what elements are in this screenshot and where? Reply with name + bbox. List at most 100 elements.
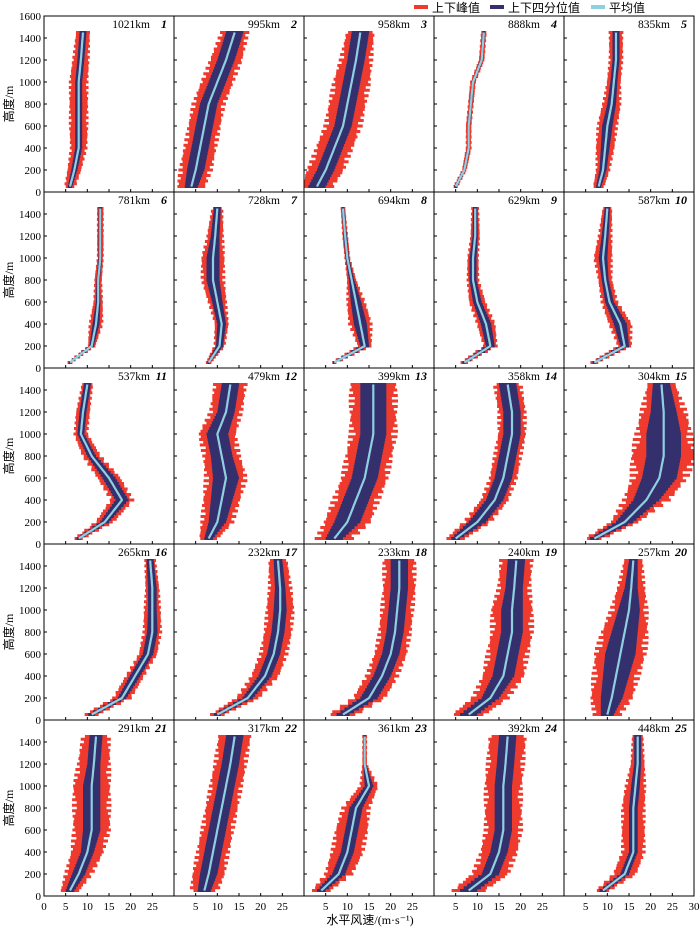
distance-label: 392km — [508, 723, 540, 735]
mean-line — [333, 208, 366, 364]
quartile-bar — [207, 361, 210, 364]
x-tick-label: 10 — [82, 901, 94, 913]
y-tick-label: 800 — [25, 275, 42, 287]
quartile-bar — [629, 559, 638, 562]
quartile-bar — [460, 713, 478, 716]
distance-label: 995km — [248, 19, 280, 31]
panel-number: 15 — [675, 369, 687, 383]
legend-label-peak: 上下峰值 — [432, 0, 480, 15]
panel-3: 958km 3 — [303, 15, 435, 193]
y-tick-label: 400 — [25, 143, 42, 155]
panel-19: 240km 19 — [433, 543, 565, 721]
y-tick-label: 0 — [36, 363, 42, 375]
panel-25: 448km 25 — [563, 719, 695, 897]
y-tick-label: 1200 — [19, 407, 42, 419]
y-tick-label: 1000 — [19, 781, 42, 793]
panel-ticks — [433, 719, 565, 897]
panel-15: 304km 15 — [563, 367, 695, 545]
y-axis-label: 高度/m — [1, 261, 16, 298]
panel-number: 22 — [284, 721, 297, 735]
panel-11: 537km 11 — [43, 367, 175, 545]
y-tick-label: 200 — [25, 869, 42, 881]
mean-line — [91, 560, 154, 716]
panel-number: 24 — [544, 721, 557, 735]
panel-background — [434, 16, 564, 192]
quartile-bar — [454, 185, 457, 188]
x-tick-label: 25 — [147, 901, 159, 913]
mean-line — [468, 736, 509, 892]
panel-number: 20 — [674, 545, 687, 559]
panel-ticks — [563, 719, 695, 897]
x-tick-label: 5 — [63, 901, 69, 913]
panel-1: 1021km 1 — [43, 15, 175, 193]
x-tick-label: 10 — [472, 901, 484, 913]
y-tick-label: 800 — [25, 99, 42, 111]
panel-7: 728km 7 — [173, 191, 305, 369]
y-tick-label: 1400 — [19, 33, 42, 45]
x-tick-label: 15 — [494, 901, 506, 913]
panel-number: 1 — [161, 17, 167, 31]
mean-line — [69, 736, 98, 892]
legend-swatch-quartile — [490, 5, 504, 9]
panel-number: 4 — [550, 17, 557, 31]
legend-swatch-mean — [591, 5, 605, 9]
quartile-bar — [221, 383, 239, 386]
x-tick-label: 5 — [583, 901, 589, 913]
panel-20: 257km 20 — [563, 543, 695, 721]
panel-13: 399km 13 — [303, 367, 435, 545]
y-tick-label: 800 — [25, 803, 42, 815]
panel-background — [44, 720, 174, 896]
mean-line — [463, 208, 492, 364]
x-tick-label: 20 — [645, 901, 657, 913]
x-axis-label: 水平风速/(m·s⁻¹) — [326, 913, 413, 927]
distance-label: 361km — [378, 723, 410, 735]
quartile-bar — [451, 537, 460, 540]
y-tick-label: 800 — [25, 627, 42, 639]
panel-number: 8 — [421, 193, 427, 207]
y-tick-label: 400 — [25, 495, 42, 507]
distance-label: 291km — [118, 723, 150, 735]
x-tick-label: 25 — [537, 901, 549, 913]
panel-22: 317km 22 — [173, 719, 305, 897]
y-tick-label: 1200 — [19, 231, 42, 243]
panel-number: 25 — [674, 721, 687, 735]
quartile-bar — [213, 207, 221, 210]
mean-line — [597, 32, 618, 187]
panel-number: 5 — [681, 17, 687, 31]
mean-line — [203, 736, 236, 891]
panel-10: 587km 10 — [563, 191, 695, 369]
y-axis-label: 高度/m — [1, 789, 16, 826]
panel-4: 888km 4 — [433, 15, 565, 193]
y-tick-label: 600 — [25, 121, 42, 133]
panel-18: 233km 18 — [303, 543, 435, 721]
x-tick-label: 5 — [193, 901, 199, 913]
x-tick-label: 15 — [624, 901, 636, 913]
panel-16: 265km 16 — [43, 543, 175, 721]
y-tick-label: 0 — [36, 891, 42, 903]
panel-number: 9 — [551, 193, 557, 207]
x-tick-label: 20 — [515, 901, 527, 913]
y-tick-label: 0 — [36, 187, 42, 199]
panel-8: 694km 8 — [303, 191, 435, 369]
y-tick-label: 1200 — [19, 55, 42, 67]
x-tick-label: 20 — [125, 901, 137, 913]
mean-line — [207, 208, 223, 364]
distance-label: 240km — [508, 547, 540, 559]
panel-number: 7 — [291, 193, 298, 207]
mean-line — [455, 384, 514, 540]
x-tick-label: 20 — [255, 901, 267, 913]
y-axis-label: 高度/m — [1, 85, 16, 122]
distance-label: 304km — [638, 371, 670, 383]
x-tick-label: 25 — [277, 901, 289, 913]
panel-number: 16 — [155, 545, 167, 559]
distance-label: 958km — [378, 19, 410, 31]
y-tick-label: 1400 — [19, 209, 42, 221]
y-tick-label: 400 — [25, 671, 42, 683]
y-tick-label: 400 — [25, 847, 42, 859]
panel-17: 232km 17 — [173, 543, 305, 721]
distance-label: 537km — [118, 371, 150, 383]
mean-line — [606, 560, 635, 715]
panel-14: 358km 14 — [433, 367, 565, 545]
y-tick-label: 600 — [25, 825, 42, 837]
